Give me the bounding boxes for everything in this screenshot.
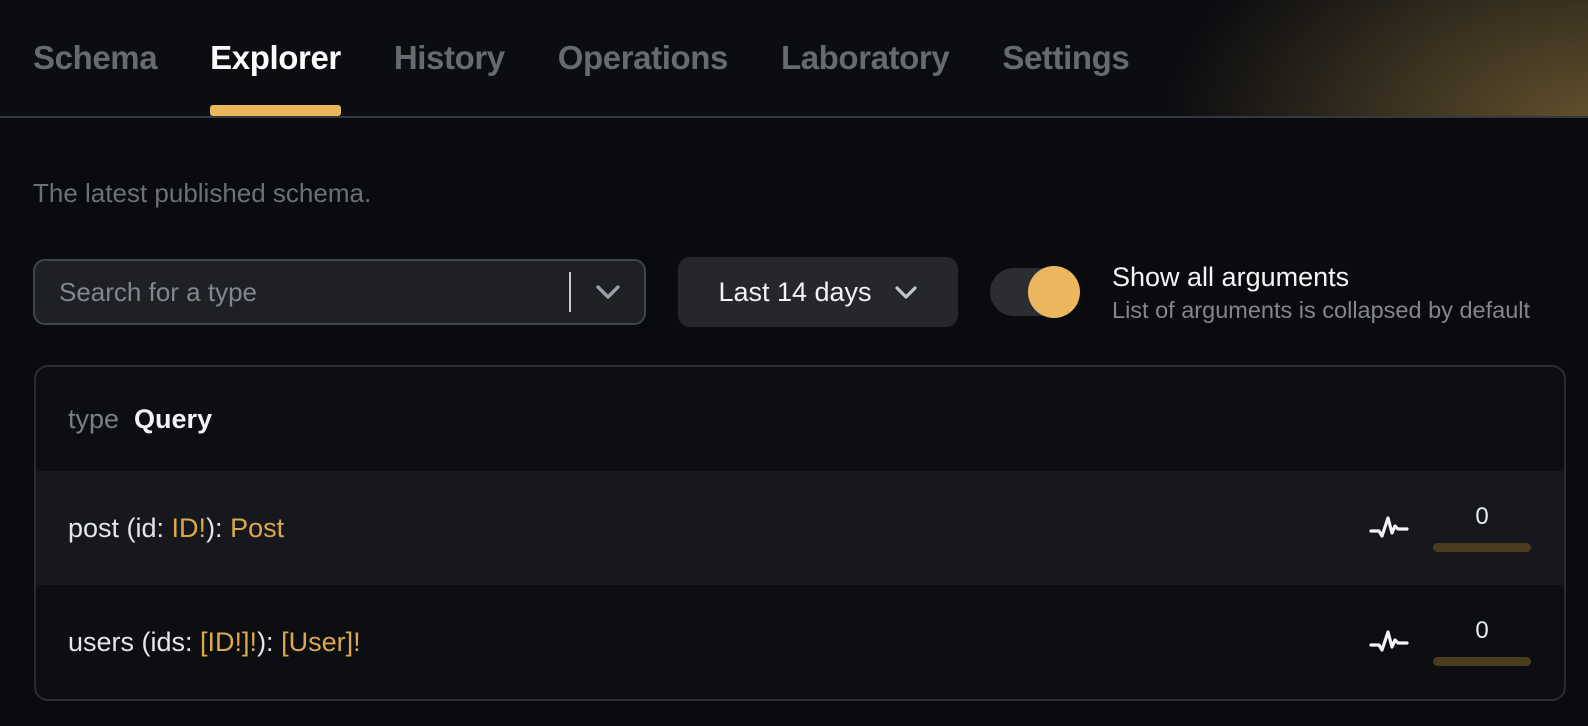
chevron-down-icon bbox=[894, 285, 917, 299]
period-select[interactable]: Last 14 days bbox=[678, 257, 958, 327]
usage-bar bbox=[1433, 656, 1531, 666]
toggle-knob bbox=[1028, 266, 1080, 318]
tab-settings[interactable]: Settings bbox=[1002, 39, 1130, 76]
field-return-type[interactable]: [User]! bbox=[281, 626, 361, 657]
field-row-users[interactable]: users (ids: [ID!]!): [User]! 0 bbox=[36, 585, 1564, 699]
tab-operations[interactable]: Operations bbox=[557, 39, 729, 76]
field-arg-type[interactable]: [ID!]! bbox=[200, 626, 258, 657]
usage-stat: 0 bbox=[1432, 502, 1532, 552]
toggle-description: List of arguments is collapsed by defaul… bbox=[1112, 296, 1531, 323]
field-arg-type[interactable]: ID! bbox=[171, 512, 207, 543]
type-card-header: type Query bbox=[36, 367, 1564, 471]
activity-pulse-icon bbox=[1369, 516, 1409, 538]
tab-history[interactable]: History bbox=[393, 39, 505, 76]
period-select-value: Last 14 days bbox=[718, 276, 872, 307]
type-keyword: type bbox=[68, 403, 120, 434]
toggle-title: Show all arguments bbox=[1112, 261, 1350, 292]
page-content: The latest published schema. Last 14 day… bbox=[0, 180, 1588, 327]
field-row-post[interactable]: post (id: ID!): Post 0 bbox=[36, 471, 1564, 585]
schema-type-card: type Query post (id: ID!): Post 0 users … bbox=[34, 365, 1566, 701]
tab-schema[interactable]: Schema bbox=[33, 39, 158, 76]
controls-row: Last 14 days Show all arguments List of … bbox=[33, 257, 1555, 327]
chevron-down-icon bbox=[595, 285, 620, 299]
field-signature-pre: users (ids: bbox=[68, 626, 201, 657]
tab-laboratory[interactable]: Laboratory bbox=[780, 39, 950, 76]
field-signature: users (ids: [ID!]!): [User]! bbox=[68, 627, 361, 658]
request-count: 0 bbox=[1475, 502, 1489, 530]
tab-explorer[interactable]: Explorer bbox=[210, 0, 341, 116]
usage-bar bbox=[1433, 542, 1531, 552]
usage-stat: 0 bbox=[1432, 616, 1532, 666]
page-subtitle: The latest published schema. bbox=[33, 178, 372, 208]
show-all-arguments-toggle[interactable] bbox=[990, 266, 1080, 318]
field-signature: post (id: ID!): Post bbox=[68, 513, 284, 544]
field-signature-mid: ): bbox=[257, 626, 282, 657]
combobox-divider bbox=[569, 272, 571, 312]
type-name[interactable]: Query bbox=[134, 403, 213, 434]
type-search-combobox[interactable] bbox=[33, 259, 646, 325]
field-signature-mid: ): bbox=[206, 512, 231, 543]
field-return-type[interactable]: Post bbox=[230, 512, 285, 543]
field-signature-pre: post (id: bbox=[68, 512, 172, 543]
top-navigation: Schema Explorer History Operations Labor… bbox=[0, 0, 1588, 118]
activity-pulse-icon bbox=[1369, 630, 1409, 652]
combobox-open-button[interactable] bbox=[571, 261, 644, 323]
search-input[interactable] bbox=[35, 261, 569, 323]
request-count: 0 bbox=[1475, 616, 1489, 644]
field-usage: 0 bbox=[1368, 616, 1532, 666]
toggle-label-group: Show all arguments List of arguments is … bbox=[1112, 262, 1530, 323]
field-usage: 0 bbox=[1368, 502, 1532, 552]
